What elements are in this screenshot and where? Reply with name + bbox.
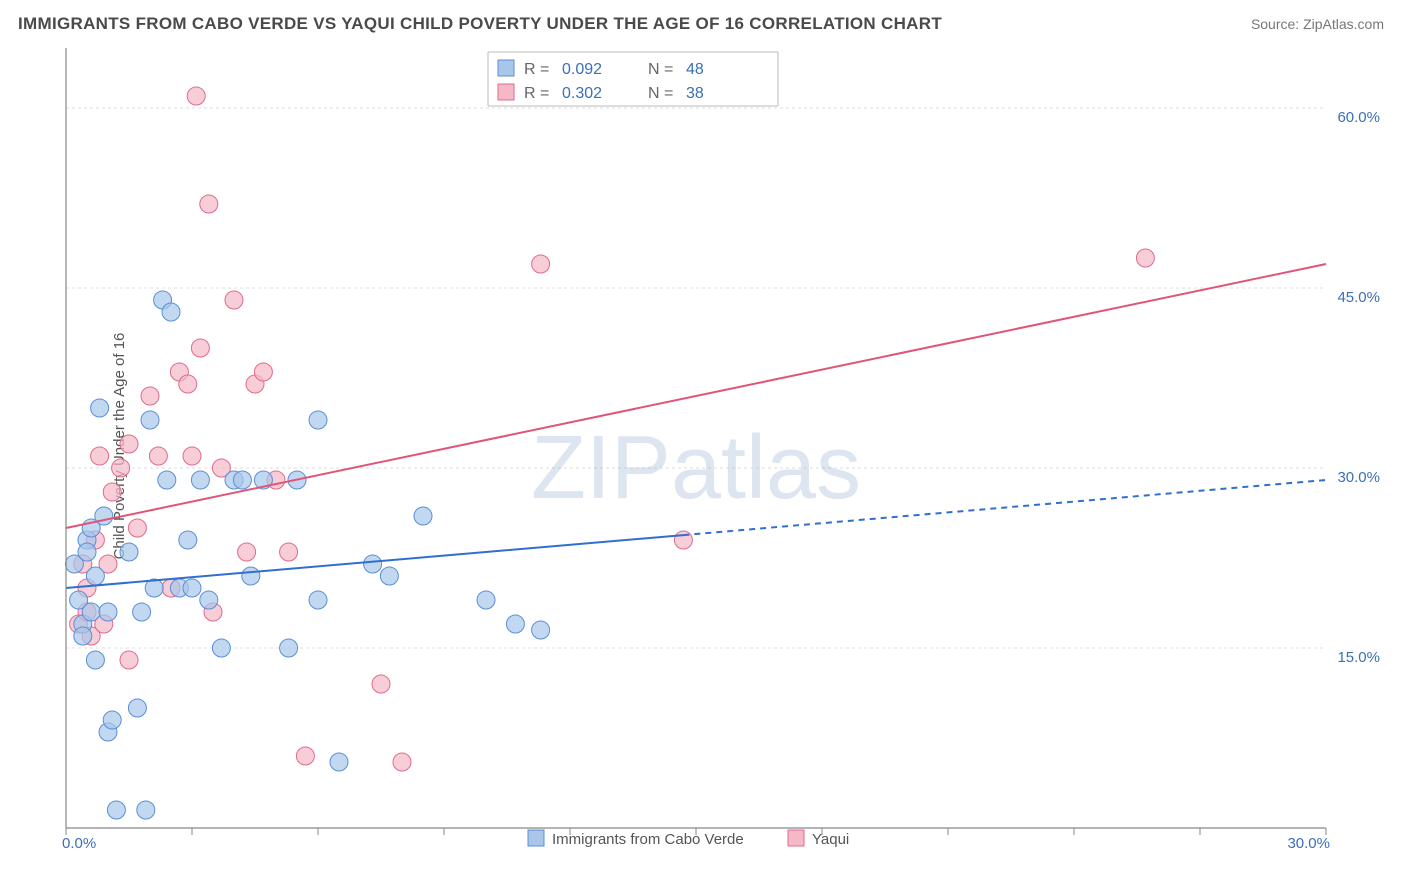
source-prefix: Source: (1251, 16, 1303, 32)
svg-text:0.0%: 0.0% (62, 835, 96, 848)
source-attribution: Source: ZipAtlas.com (1251, 16, 1384, 32)
svg-text:60.0%: 60.0% (1337, 109, 1380, 126)
svg-text:30.0%: 30.0% (1287, 835, 1330, 848)
source-name: ZipAtlas.com (1303, 16, 1384, 32)
svg-text:ZIPatlas: ZIPatlas (531, 418, 861, 518)
svg-text:48: 48 (686, 61, 704, 78)
scatter-chart: 15.0% 30.0% 45.0% 60.0% ZIPatlas 0.0% 30.0% R =… (48, 48, 1388, 848)
svg-text:Yaqui: Yaqui (812, 831, 849, 848)
svg-text:38: 38 (686, 85, 704, 102)
svg-text:15.0%: 15.0% (1337, 649, 1380, 666)
svg-text:N =: N = (648, 61, 673, 78)
svg-text:R =: R = (524, 61, 549, 78)
chart-title: IMMIGRANTS FROM CABO VERDE VS YAQUI CHIL… (18, 14, 942, 34)
svg-text:Immigrants from Cabo Verde: Immigrants from Cabo Verde (552, 831, 744, 848)
svg-text:45.0%: 45.0% (1337, 289, 1380, 306)
svg-text:0.302: 0.302 (562, 85, 602, 102)
svg-text:0.092: 0.092 (562, 61, 602, 78)
svg-text:R =: R = (524, 85, 549, 102)
svg-text:N =: N = (648, 85, 673, 102)
chart-area: 15.0% 30.0% 45.0% 60.0% ZIPatlas 0.0% 30.0% R =… (48, 48, 1388, 848)
svg-text:30.0%: 30.0% (1337, 469, 1380, 486)
